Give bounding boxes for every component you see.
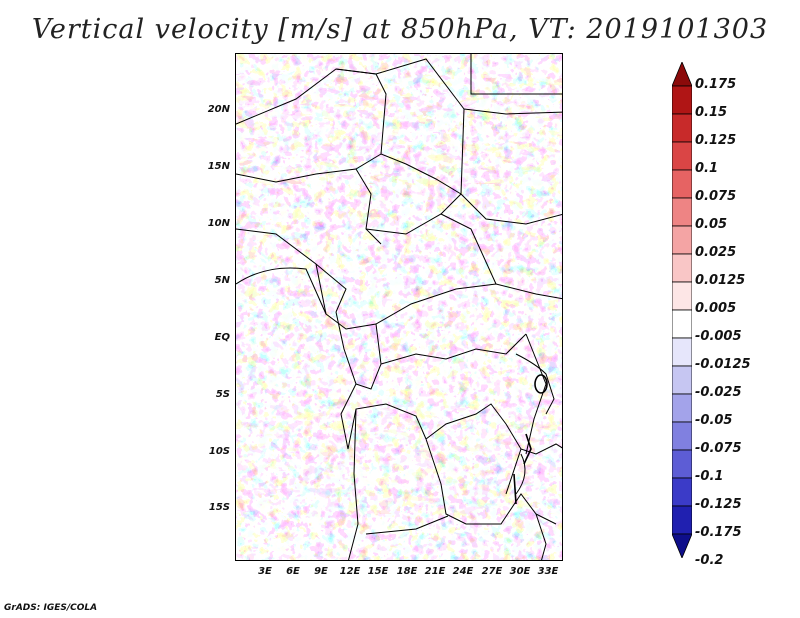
chart-title: Vertical velocity [m/s] at 850hPa, VT: 2… bbox=[31, 14, 769, 45]
colorbar-label: -0.2 bbox=[695, 553, 724, 568]
lat-label: 15N bbox=[207, 161, 230, 172]
colorbar bbox=[672, 62, 692, 558]
colorbar-segment bbox=[672, 113, 692, 143]
lon-label: 12E bbox=[339, 566, 361, 577]
lat-label: 10S bbox=[208, 446, 230, 457]
lon-label: 15E bbox=[367, 566, 389, 577]
colorbar-label: 0.0125 bbox=[695, 273, 746, 288]
lon-label: 6E bbox=[286, 566, 300, 577]
colorbar-segment bbox=[672, 477, 692, 507]
southern-positive-band bbox=[236, 404, 562, 514]
colorbar-label: -0.025 bbox=[695, 385, 742, 400]
colorbar-label: -0.0125 bbox=[695, 357, 751, 372]
colorbar-bottom-triangle bbox=[672, 533, 692, 558]
colorbar-label: 0.005 bbox=[695, 301, 737, 316]
lakes bbox=[513, 374, 548, 505]
colorbar-segment bbox=[672, 505, 692, 535]
colorbar-label: 0.125 bbox=[695, 133, 737, 148]
colorbar-segment bbox=[672, 169, 692, 199]
lon-label: 18E bbox=[396, 566, 418, 577]
lat-label: 5S bbox=[215, 389, 230, 400]
lon-label: 24E bbox=[452, 566, 474, 577]
colorbar-segment bbox=[672, 365, 692, 395]
lat-label: 15S bbox=[208, 502, 230, 513]
lon-label: 3E bbox=[258, 566, 272, 577]
colorbar-label: -0.1 bbox=[695, 469, 724, 484]
lon-label: 21E bbox=[424, 566, 446, 577]
lon-label: 33E bbox=[537, 566, 559, 577]
colorbar-segment bbox=[672, 309, 692, 339]
colorbar-label: 0.025 bbox=[695, 245, 737, 260]
lat-label: EQ bbox=[214, 332, 230, 343]
colorbar-segment bbox=[672, 337, 692, 367]
map-panel bbox=[235, 53, 563, 561]
colorbar-segment bbox=[672, 449, 692, 479]
colorbar-label: 0.175 bbox=[695, 77, 737, 92]
lon-label: 9E bbox=[314, 566, 328, 577]
footer-credit: GrADS: IGES/COLA bbox=[4, 603, 98, 613]
velocity-field bbox=[236, 54, 562, 560]
colorbar-label: -0.125 bbox=[695, 497, 742, 512]
lat-label: 20N bbox=[207, 104, 230, 115]
country-borders bbox=[236, 54, 562, 560]
colorbar-label: 0.075 bbox=[695, 189, 737, 204]
colorbar-segment bbox=[672, 141, 692, 171]
colorbar-label: 0.05 bbox=[695, 217, 728, 232]
colorbar-top-triangle bbox=[672, 62, 692, 87]
colorbar-label: 0.1 bbox=[695, 161, 719, 176]
colorbar-label: -0.05 bbox=[695, 413, 733, 428]
colorbar-segment bbox=[672, 197, 692, 227]
colorbar-segment bbox=[672, 393, 692, 423]
colorbar-segment bbox=[672, 85, 692, 115]
sahel-positive-band bbox=[236, 74, 562, 184]
colorbar-label: -0.175 bbox=[695, 525, 742, 540]
colorbar-label: 0.15 bbox=[695, 105, 728, 120]
lat-label: 10N bbox=[207, 218, 230, 229]
colorbar-segment bbox=[672, 281, 692, 311]
colorbar-label: -0.075 bbox=[695, 441, 742, 456]
lat-label: 5N bbox=[214, 275, 230, 286]
colorbar-label: -0.005 bbox=[695, 329, 742, 344]
lon-label: 27E bbox=[481, 566, 503, 577]
colorbar-segment bbox=[672, 225, 692, 255]
lon-label: 30E bbox=[509, 566, 531, 577]
colorbar-segment bbox=[672, 421, 692, 451]
colorbar-segment bbox=[672, 253, 692, 283]
